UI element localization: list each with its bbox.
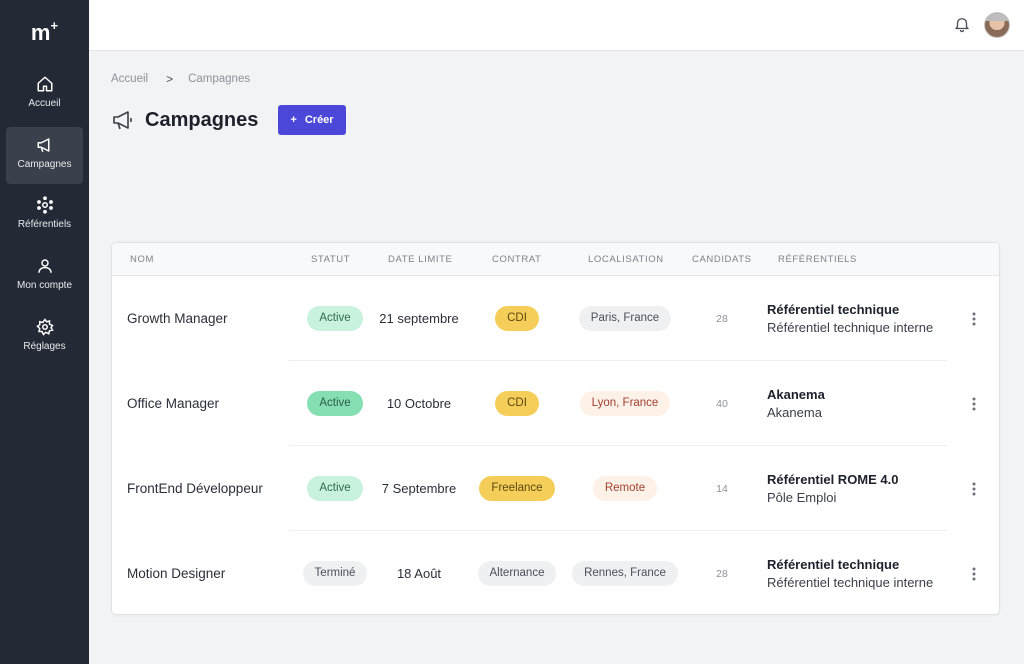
- campaign-name[interactable]: Motion Designer: [127, 566, 226, 581]
- breadcrumb-current: Campagnes: [188, 73, 251, 85]
- network-icon: [36, 196, 53, 214]
- top-bar: [89, 0, 1024, 51]
- referentiel-subtitle: Référentiel technique interne: [767, 575, 934, 590]
- table-header: NOM STATUT DATE LIMITE CONTRAT LOCALISAT…: [112, 243, 999, 276]
- contract-badge: CDI: [495, 306, 539, 331]
- megaphone-icon: [37, 138, 49, 152]
- sidebar-item-reglages[interactable]: Réglages: [6, 309, 83, 366]
- sidebar-item-campagnes[interactable]: Campagnes: [6, 127, 83, 184]
- contract-badge: Alternance: [477, 561, 557, 586]
- referentiel-subtitle: Pôle Emploi: [767, 490, 837, 505]
- column-header-contrat[interactable]: CONTRAT: [492, 254, 542, 265]
- row-actions-button[interactable]: [962, 276, 986, 361]
- sidebar-item-referentiels[interactable]: Référentiels: [6, 187, 83, 244]
- plus-icon: +: [290, 114, 297, 126]
- deadline: 10 Octobre: [386, 396, 452, 411]
- referentiel: Référentiel technique Référentiel techni…: [767, 276, 957, 361]
- megaphone-icon: [113, 111, 132, 130]
- column-header-referentiels[interactable]: RÉFÉRENTIELS: [778, 254, 857, 265]
- sidebar-item-mon-compte[interactable]: Mon compte: [6, 248, 83, 305]
- referentiel-title: Référentiel technique: [767, 557, 900, 572]
- contract-badge: Freelance: [479, 476, 555, 501]
- sidebar-item-label: Référentiels: [17, 219, 72, 230]
- sidebar-item-label: Accueil: [28, 98, 61, 109]
- candidates-count: 28: [716, 567, 728, 580]
- contract-badge: CDI: [495, 391, 539, 416]
- chevron-right-icon: >: [166, 72, 174, 86]
- deadline: 7 Septembre: [381, 481, 457, 496]
- sidebar-item-label: Réglages: [23, 341, 66, 352]
- status-badge: Terminé: [302, 561, 368, 586]
- referentiel-subtitle: Akanema: [767, 405, 822, 420]
- avatar-hair: [985, 13, 1009, 21]
- candidates-count: 28: [716, 312, 728, 325]
- more-vertical-icon: [972, 312, 976, 325]
- location-badge: Remote: [592, 476, 658, 501]
- location-badge: Paris, France: [578, 306, 672, 331]
- campaigns-table: NOM STATUT DATE LIMITE CONTRAT LOCALISAT…: [111, 242, 1000, 615]
- more-vertical-icon: [972, 567, 976, 580]
- row-actions-button[interactable]: [962, 361, 986, 446]
- referentiel-title: Akanema: [767, 387, 825, 402]
- referentiel-title: Référentiel ROME 4.0: [767, 472, 899, 487]
- avatar[interactable]: [984, 12, 1010, 38]
- page-header: Campagnes: [111, 105, 258, 135]
- column-header-localisation[interactable]: LOCALISATION: [588, 254, 664, 265]
- sidebar-item-label: Mon compte: [16, 280, 73, 291]
- logo-plus: +: [50, 18, 59, 33]
- more-vertical-icon: [972, 397, 976, 410]
- create-campaign-button[interactable]: + Créer: [278, 105, 346, 135]
- table-row[interactable]: Office Manager Active 10 Octobre CDI Lyo…: [112, 361, 999, 446]
- page-title: Campagnes: [145, 108, 259, 131]
- bell-icon: [955, 18, 969, 33]
- logo-text: m: [30, 20, 51, 45]
- row-divider: [289, 530, 947, 531]
- status-badge: Active: [307, 476, 363, 501]
- deadline: 18 Août: [396, 566, 442, 581]
- column-header-date-limite[interactable]: DATE LIMITE: [388, 254, 453, 265]
- gear-icon: [35, 318, 54, 336]
- row-actions-button[interactable]: [962, 531, 986, 614]
- table-row[interactable]: Growth Manager Active 21 septembre CDI P…: [112, 276, 999, 361]
- sidebar-item-accueil[interactable]: Accueil: [6, 66, 83, 123]
- candidates-count: 40: [716, 397, 728, 410]
- row-divider: [289, 360, 947, 361]
- referentiel-title: Référentiel technique: [767, 302, 900, 317]
- referentiel-subtitle: Référentiel technique interne: [767, 320, 934, 335]
- referentiel: Référentiel technique Référentiel techni…: [767, 531, 957, 614]
- row-actions-button[interactable]: [962, 446, 986, 531]
- candidates-count: 14: [716, 482, 728, 495]
- create-button-label: Créer: [304, 114, 334, 126]
- brand-logo[interactable]: m+: [0, 18, 89, 46]
- row-divider: [289, 445, 947, 446]
- column-header-candidats[interactable]: CANDIDATS: [692, 254, 752, 265]
- more-vertical-icon: [972, 482, 976, 495]
- campaign-name[interactable]: Growth Manager: [127, 311, 228, 326]
- column-header-statut[interactable]: STATUT: [311, 254, 351, 265]
- status-badge: Active: [307, 306, 363, 331]
- location-badge: Rennes, France: [572, 561, 678, 586]
- table-row[interactable]: Motion Designer Terminé 18 Août Alternan…: [112, 531, 999, 614]
- breadcrumb-home-link[interactable]: Accueil: [111, 73, 149, 85]
- notifications-button[interactable]: [953, 15, 971, 38]
- breadcrumb: Accueil > Campagnes: [111, 72, 250, 86]
- home-icon: [37, 76, 52, 92]
- table-row[interactable]: FrontEnd Développeur Active 7 Septembre …: [112, 446, 999, 531]
- referentiel: Akanema Akanema: [767, 361, 957, 446]
- deadline: 21 septembre: [379, 311, 459, 326]
- column-header-nom[interactable]: NOM: [130, 254, 154, 265]
- campaign-name[interactable]: Office Manager: [127, 396, 220, 411]
- referentiel: Référentiel ROME 4.0 Pôle Emploi: [767, 446, 957, 531]
- location-badge: Lyon, France: [579, 391, 671, 416]
- sidebar-item-label: Campagnes: [17, 159, 72, 170]
- sidebar: m+ Accueil Campagnes Référentiels Mon co…: [0, 0, 89, 664]
- campaign-name[interactable]: FrontEnd Développeur: [127, 481, 263, 496]
- status-badge: Active: [307, 391, 363, 416]
- user-icon: [37, 259, 52, 273]
